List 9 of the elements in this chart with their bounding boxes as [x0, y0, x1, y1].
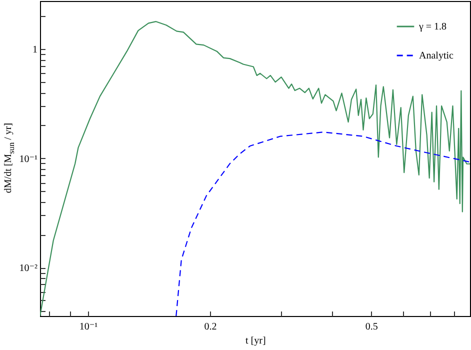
x-tick-label: 0.5: [365, 322, 378, 332]
y-tick-label: 10⁻²: [19, 263, 38, 274]
x-axis-title: t [yr]: [246, 336, 266, 346]
y-tick-label: 1: [32, 44, 38, 56]
y-tick-label: 10⁻¹: [19, 154, 38, 165]
x-tick-label: 10⁻¹: [79, 322, 98, 332]
legend-label: Analytic: [419, 50, 454, 62]
legend-label: γ = 1.8: [418, 22, 447, 32]
x-tick-label: 0.2: [204, 322, 217, 332]
